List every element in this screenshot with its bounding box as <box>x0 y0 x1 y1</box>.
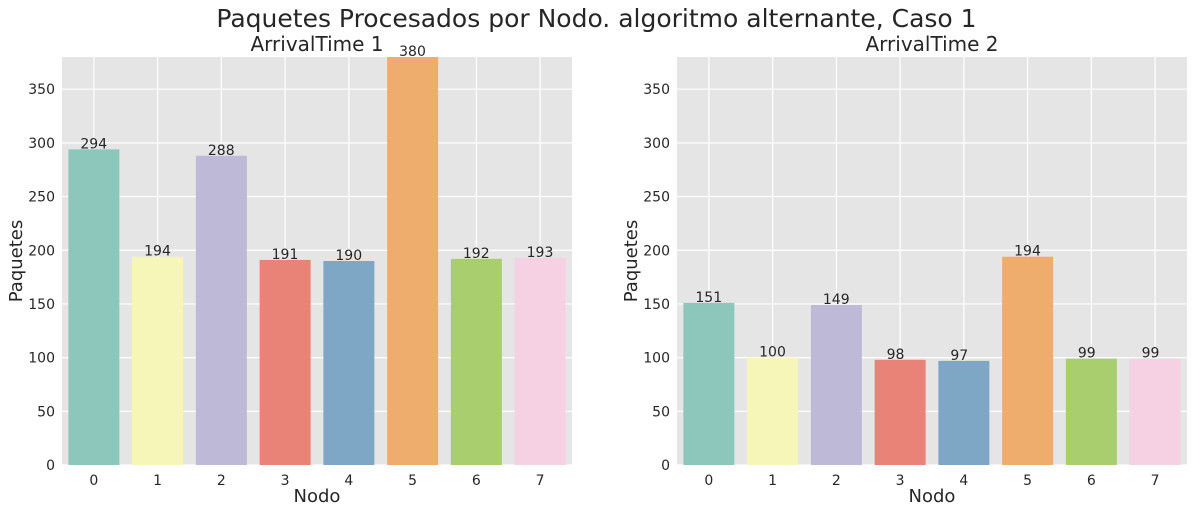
data-label: 151 <box>695 290 722 306</box>
x-tick-label: 0 <box>89 473 98 489</box>
bar <box>195 155 247 466</box>
data-label: 191 <box>272 247 299 263</box>
bar <box>1129 358 1181 465</box>
x-tick-label: 3 <box>281 473 290 489</box>
x-tick-label: 5 <box>1023 473 1032 489</box>
y-tick-label: 100 <box>643 351 670 367</box>
y-tick-label: 150 <box>28 297 55 313</box>
bar <box>1065 358 1117 465</box>
x-tick-label: 1 <box>153 473 162 489</box>
x-tick-label: 5 <box>408 473 417 489</box>
bar <box>514 257 566 465</box>
data-label: 192 <box>463 246 490 262</box>
figure-title: Paquetes Procesados por Nodo. algoritmo … <box>216 4 977 33</box>
x-axis-label: Nodo <box>294 486 341 507</box>
y-tick-label: 200 <box>28 243 55 259</box>
x-tick-label: 2 <box>832 473 841 489</box>
data-label: 97 <box>950 348 968 364</box>
data-label: 193 <box>527 245 554 261</box>
y-tick-label: 300 <box>643 136 670 152</box>
bar <box>68 149 120 465</box>
y-tick-label: 100 <box>28 351 55 367</box>
y-tick-label: 150 <box>643 297 670 313</box>
data-label: 100 <box>759 345 786 361</box>
x-axis-label: Nodo <box>909 486 956 507</box>
bar <box>938 360 990 465</box>
y-tick-label: 0 <box>661 458 670 474</box>
bar <box>132 256 184 465</box>
bar <box>874 359 926 465</box>
y-tick-label: 200 <box>643 243 670 259</box>
bar <box>387 57 439 465</box>
bar <box>683 302 735 465</box>
y-tick-label: 350 <box>643 82 670 98</box>
bar <box>323 261 375 465</box>
data-label: 380 <box>399 44 426 60</box>
data-label: 149 <box>823 292 850 308</box>
x-tick-label: 6 <box>472 473 481 489</box>
chart-title: ArrivalTime 2 <box>865 32 998 56</box>
chart-panel-2: 0 50 100 150 200 250 300 350 151 0 100 1 149 2 98 3 97 4 1… <box>621 32 1187 507</box>
data-label: 194 <box>1014 244 1041 260</box>
x-tick-label: 6 <box>1087 473 1096 489</box>
y-tick-label: 50 <box>652 404 670 420</box>
data-label: 99 <box>1078 346 1096 362</box>
x-tick-label: 7 <box>536 473 545 489</box>
y-tick-label: 0 <box>46 458 55 474</box>
data-label: 294 <box>80 136 107 152</box>
bar <box>810 305 862 465</box>
data-label: 190 <box>335 248 362 264</box>
x-tick-label: 0 <box>704 473 713 489</box>
chart-panel-1: 0 50 100 150 200 250 300 350 294 0 194 1 288 2 191 3 190… <box>6 32 572 507</box>
y-tick-label: 350 <box>28 82 55 98</box>
data-label: 194 <box>144 244 171 260</box>
chart-title: ArrivalTime 1 <box>250 32 383 56</box>
y-tick-label: 250 <box>28 190 55 206</box>
data-label: 99 <box>1142 346 1160 362</box>
bar <box>450 258 502 465</box>
y-tick-label: 250 <box>643 190 670 206</box>
bar <box>259 259 311 465</box>
bar <box>1002 256 1054 465</box>
x-tick-label: 2 <box>217 473 226 489</box>
x-tick-label: 4 <box>344 473 353 489</box>
bar <box>747 357 799 465</box>
x-tick-label: 1 <box>768 473 777 489</box>
x-tick-label: 7 <box>1151 473 1160 489</box>
y-axis-label: Paquetes <box>621 220 642 303</box>
y-tick-label: 300 <box>28 136 55 152</box>
x-tick-label: 4 <box>959 473 968 489</box>
y-tick-label: 50 <box>37 404 55 420</box>
y-axis-label: Paquetes <box>6 220 27 303</box>
data-label: 288 <box>208 143 235 159</box>
x-tick-label: 3 <box>896 473 905 489</box>
data-label: 98 <box>887 347 905 363</box>
